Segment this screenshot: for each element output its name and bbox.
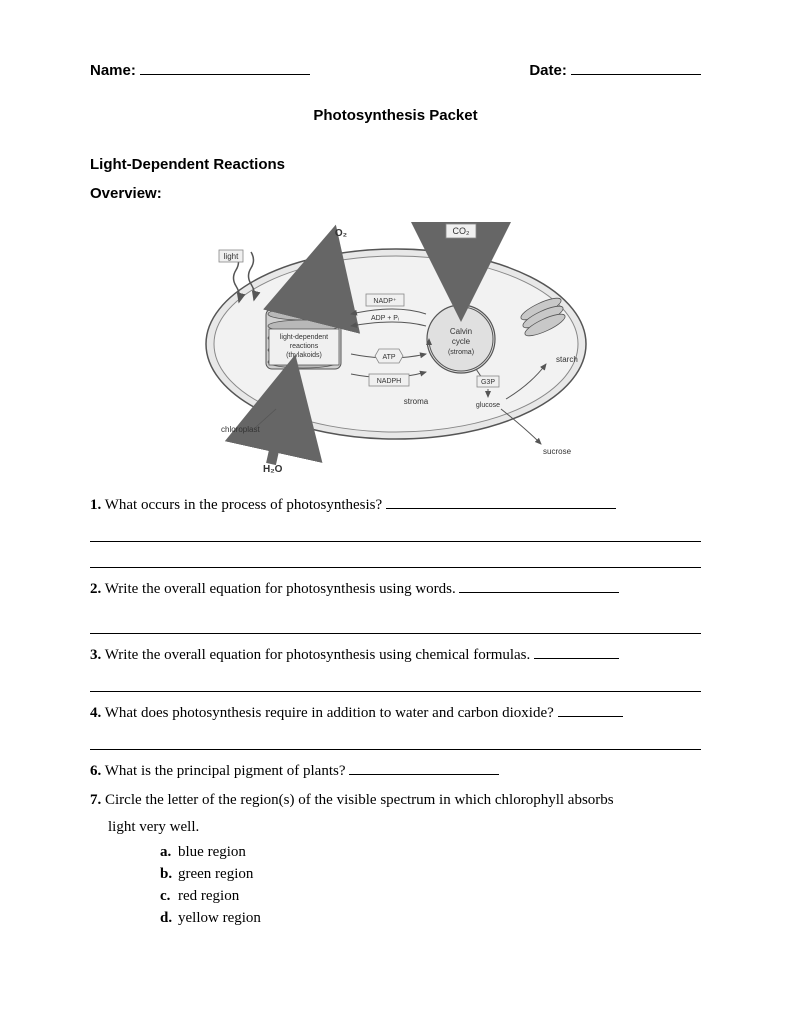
- date-label: Date:: [529, 62, 567, 79]
- q7-num: 7.: [90, 792, 101, 808]
- q2-num: 2.: [90, 581, 101, 597]
- question-4: 4. What does photosynthesis require in a…: [90, 702, 701, 724]
- q3-text: Write the overall equation for photosynt…: [105, 647, 531, 663]
- chloroplast-label: chloroplast: [221, 425, 260, 434]
- sucrose-label: sucrose: [543, 447, 572, 456]
- question-7: 7. Circle the letter of the region(s) of…: [90, 790, 701, 929]
- starch-label: starch: [556, 355, 578, 364]
- q7-a-text: blue region: [178, 844, 246, 860]
- ldr-label-3: (thylakoids): [286, 352, 322, 359]
- question-6: 6. What is the principal pigment of plan…: [90, 760, 701, 782]
- q7-option-c[interactable]: c.red region: [160, 886, 701, 907]
- q4-blank-inline[interactable]: [558, 702, 623, 717]
- h2o-label: H₂O: [263, 464, 283, 474]
- nadp-label: NADP⁺: [373, 298, 396, 305]
- q6-num: 6.: [90, 763, 101, 779]
- ldr-label-2: reactions: [289, 343, 318, 350]
- q7-c-letter: c.: [160, 886, 178, 907]
- q3-blank-line[interactable]: [90, 676, 701, 692]
- q6-blank-inline[interactable]: [349, 760, 499, 775]
- header-row: Name: Date:: [90, 60, 701, 81]
- chloroplast-diagram: light-dependent reactions (thylakoids) C…: [181, 214, 611, 474]
- q7-text-2: light very well.: [108, 817, 701, 838]
- q7-c-text: red region: [178, 888, 239, 904]
- name-label: Name:: [90, 62, 136, 79]
- name-blank[interactable]: [140, 60, 310, 75]
- question-1: 1. What occurs in the process of photosy…: [90, 494, 701, 516]
- q6-text: What is the principal pigment of plants?: [105, 763, 346, 779]
- question-3: 3. Write the overall equation for photos…: [90, 644, 701, 666]
- q1-num: 1.: [90, 497, 101, 513]
- q1-blank-inline[interactable]: [386, 494, 616, 509]
- q2-blank-line[interactable]: [90, 618, 701, 634]
- o2-label: O₂: [334, 228, 346, 239]
- question-2: 2. Write the overall equation for photos…: [90, 578, 701, 600]
- calvin-label-2: cycle: [451, 337, 470, 346]
- q4-num: 4.: [90, 705, 101, 721]
- q3-num: 3.: [90, 647, 101, 663]
- glucose-label: glucose: [475, 402, 499, 409]
- q1-blank-line-1[interactable]: [90, 526, 701, 542]
- q2-blank-inline[interactable]: [459, 578, 619, 593]
- q7-d-text: yellow region: [178, 910, 261, 926]
- q2-text: Write the overall equation for photosynt…: [105, 581, 456, 597]
- date-field[interactable]: Date:: [529, 60, 701, 81]
- nadph-label: NADPH: [376, 378, 401, 385]
- q4-text: What does photosynthesis require in addi…: [105, 705, 554, 721]
- q7-text: Circle the letter of the region(s) of th…: [105, 792, 614, 808]
- q4-blank-line[interactable]: [90, 734, 701, 750]
- q1-blank-line-2[interactable]: [90, 552, 701, 568]
- section-heading-1: Light-Dependent Reactions: [90, 154, 701, 175]
- q7-options: a.blue region b.green region c.red regio…: [160, 842, 701, 929]
- ldr-label-1: light-dependent: [279, 334, 327, 341]
- q1-text: What occurs in the process of photosynth…: [105, 497, 382, 513]
- g3p-label: G3P: [480, 379, 494, 386]
- atp-label: ATP: [382, 354, 395, 361]
- date-blank[interactable]: [571, 60, 701, 75]
- calvin-label-1: Calvin: [449, 327, 471, 336]
- page-title: Photosynthesis Packet: [90, 105, 701, 126]
- stroma-label: stroma: [403, 397, 428, 406]
- q7-b-letter: b.: [160, 864, 178, 885]
- q7-b-text: green region: [178, 866, 253, 882]
- q3-blank-inline[interactable]: [534, 644, 619, 659]
- q7-d-letter: d.: [160, 908, 178, 929]
- q7-a-letter: a.: [160, 842, 178, 863]
- calvin-label-3: (stroma): [447, 349, 473, 356]
- q7-option-d[interactable]: d.yellow region: [160, 908, 701, 929]
- adp-label: ADP + Pᵢ: [370, 315, 398, 322]
- light-label: light: [223, 252, 238, 261]
- q7-option-a[interactable]: a.blue region: [160, 842, 701, 863]
- co2-label: CO₂: [452, 226, 470, 236]
- section-heading-2: Overview:: [90, 183, 701, 204]
- name-field[interactable]: Name:: [90, 60, 310, 81]
- q7-option-b[interactable]: b.green region: [160, 864, 701, 885]
